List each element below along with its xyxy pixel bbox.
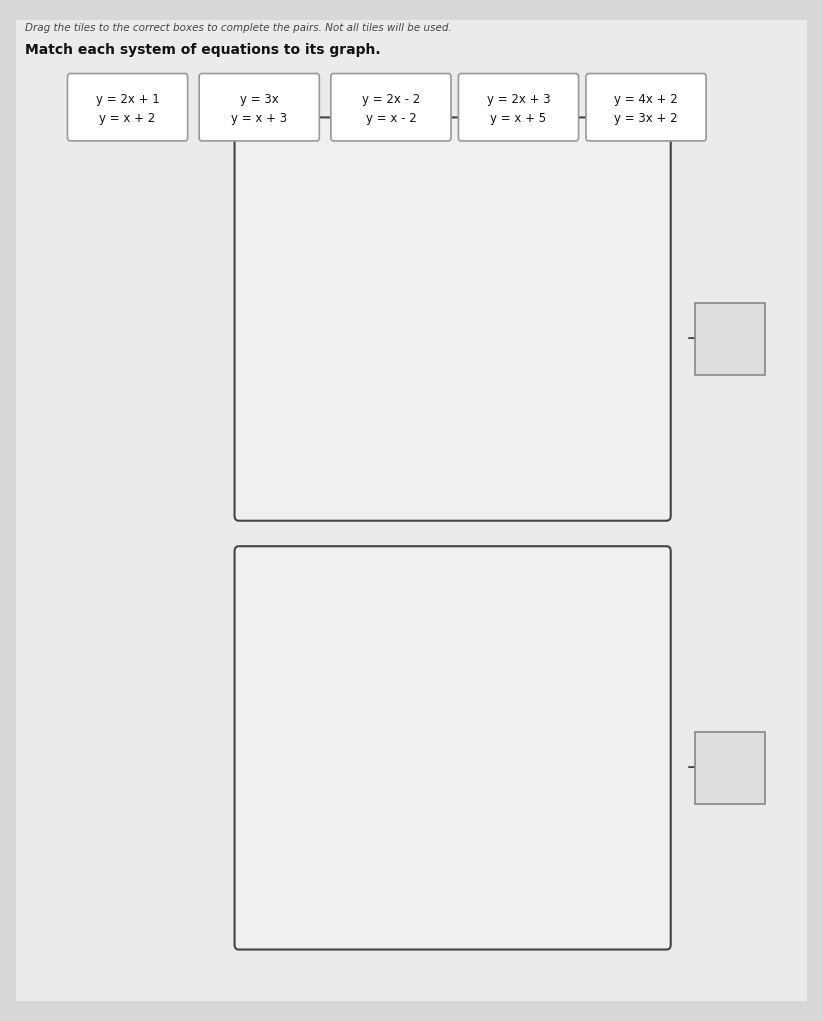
Text: x: x xyxy=(648,299,654,309)
Text: y = 2x + 3: y = 2x + 3 xyxy=(486,93,551,106)
Text: 4: 4 xyxy=(439,607,445,618)
Text: 3: 3 xyxy=(439,212,445,223)
Text: -2: -2 xyxy=(373,328,383,338)
Text: 1: 1 xyxy=(487,757,493,767)
Text: 2: 2 xyxy=(439,675,445,685)
Text: -5: -5 xyxy=(261,757,271,767)
Text: 5: 5 xyxy=(636,757,643,767)
Text: -3: -3 xyxy=(435,844,445,855)
Text: -4: -4 xyxy=(435,449,445,459)
Text: y: y xyxy=(458,564,465,574)
Text: 1: 1 xyxy=(487,328,493,338)
Text: 4: 4 xyxy=(439,179,445,189)
Text: 1: 1 xyxy=(439,280,445,290)
Text: -2: -2 xyxy=(435,811,445,821)
Text: -3: -3 xyxy=(435,416,445,426)
Text: -4: -4 xyxy=(435,878,445,888)
Text: y = x - 2: y = x - 2 xyxy=(365,111,416,125)
Text: 3: 3 xyxy=(562,328,568,338)
Text: -5: -5 xyxy=(435,913,445,922)
Text: -5: -5 xyxy=(435,484,445,493)
Text: -1: -1 xyxy=(411,328,420,338)
Text: Match each system of equations to its graph.: Match each system of equations to its gr… xyxy=(25,43,380,57)
Text: -2: -2 xyxy=(373,757,383,767)
Text: -3: -3 xyxy=(336,757,345,767)
Text: -1: -1 xyxy=(435,777,445,787)
Text: 2: 2 xyxy=(524,757,531,767)
Text: y = x + 2: y = x + 2 xyxy=(100,111,156,125)
Text: -4: -4 xyxy=(298,328,308,338)
Text: -4: -4 xyxy=(298,757,308,767)
Text: 5: 5 xyxy=(636,328,643,338)
Text: y = x + 5: y = x + 5 xyxy=(491,111,546,125)
Text: →: → xyxy=(687,758,706,778)
Text: -1: -1 xyxy=(411,757,420,767)
Text: y = 2x + 1: y = 2x + 1 xyxy=(95,93,160,106)
Text: y = 3x: y = 3x xyxy=(239,93,279,106)
Text: -3: -3 xyxy=(336,328,345,338)
Text: 3: 3 xyxy=(439,641,445,651)
Text: 5: 5 xyxy=(439,574,445,583)
Text: y = 3x + 2: y = 3x + 2 xyxy=(614,111,678,125)
Text: 4: 4 xyxy=(599,757,606,767)
Text: 1: 1 xyxy=(439,709,445,719)
Text: -5: -5 xyxy=(261,328,271,338)
Text: 3: 3 xyxy=(562,757,568,767)
Text: 2: 2 xyxy=(524,328,531,338)
Text: y: y xyxy=(458,135,465,145)
Text: 4: 4 xyxy=(599,328,606,338)
Text: 2: 2 xyxy=(439,246,445,256)
Text: -1: -1 xyxy=(435,348,445,358)
Text: Drag the tiles to the correct boxes to complete the pairs. Not all tiles will be: Drag the tiles to the correct boxes to c… xyxy=(25,23,452,34)
Text: 5: 5 xyxy=(439,145,445,154)
Text: y = 2x - 2: y = 2x - 2 xyxy=(362,93,420,106)
Text: x: x xyxy=(648,728,654,738)
Text: -2: -2 xyxy=(435,382,445,392)
Text: →: → xyxy=(687,329,706,349)
Text: y = 4x + 2: y = 4x + 2 xyxy=(614,93,678,106)
Text: y = x + 3: y = x + 3 xyxy=(231,111,287,125)
